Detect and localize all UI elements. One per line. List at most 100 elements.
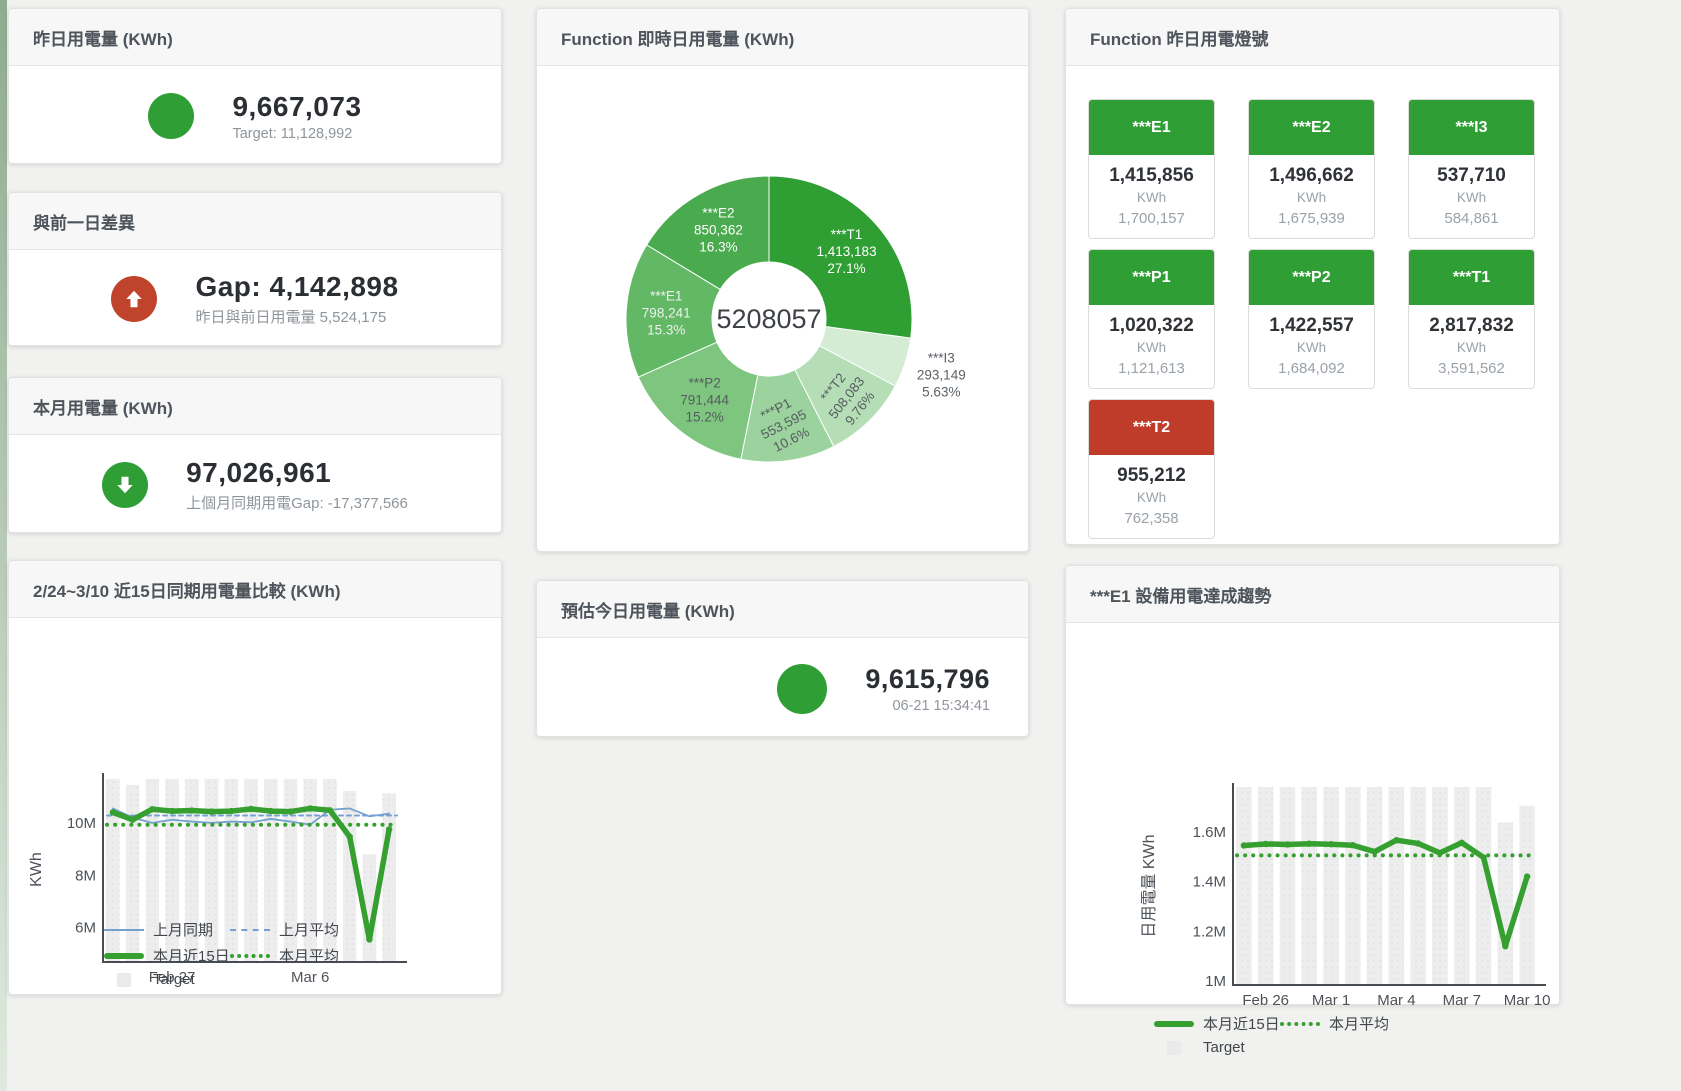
panel-realtime-donut: Function 即時日用電量 (KWh) ***T1 1,413,183 27.1…: [536, 8, 1029, 552]
compare-chart: 6M 8M 10M Feb 27 Mar 6 KWh: [28, 773, 407, 986]
panel-day-gap: 與前一日差異 Gap: 4,142,898 昨日與前日用電量 5,524,175: [8, 192, 502, 346]
status-circle-icon: [148, 93, 195, 139]
donut-slice-label: ***I3 293,149 5.63%: [917, 350, 966, 399]
tile-baseline: 1,684,092: [1278, 360, 1345, 377]
legend-label: 上月平均: [279, 922, 340, 939]
tile-name: ***P1: [1089, 250, 1214, 305]
tile-value: 2,817,832: [1429, 315, 1514, 336]
kpi-subtext: 昨日與前日用電量 5,524,175: [195, 309, 387, 326]
target-bar: [125, 784, 140, 962]
y-axis-title: KWh: [28, 852, 45, 887]
legend-label: Target: [1203, 1039, 1245, 1056]
target-bar: [165, 778, 179, 962]
target-bar: [1432, 787, 1448, 985]
legend-item-target-bar[interactable]: Target: [1154, 1039, 1280, 1056]
panel-title: 2/24~3/10 近15日同期用電量比較 (KWh): [9, 561, 501, 618]
page-edge-right: [0, 0, 7, 1091]
status-tile-i3[interactable]: ***I3 537,710 KWh 584,861: [1408, 99, 1535, 239]
donut-slice-e1[interactable]: [625, 244, 721, 378]
status-tile-e1[interactable]: ***E1 1,415,856 KWh 1,700,157: [1088, 99, 1215, 239]
y-tick-label: 1M: [1205, 973, 1226, 990]
panel-title: Function 即時日用電量 (KWh): [537, 9, 1028, 66]
legend-item-green-dotted[interactable]: 本月平均: [230, 945, 356, 966]
status-tile-t2[interactable]: ***T2 955,212 KWh 762,358: [1088, 399, 1215, 539]
kpi-value: 97,026,961: [186, 457, 332, 488]
tile-value: 955,212: [1117, 465, 1186, 486]
tile-unit: KWh: [1296, 190, 1327, 205]
legend-item-green-dotted[interactable]: 本月平均: [1280, 1013, 1406, 1034]
donut-slice-label: ***P2 791,444 15.2%: [680, 375, 729, 424]
donut-slice-label: ***E2 850,362 16.3%: [694, 205, 743, 254]
x-tick-label: Mar 7: [1443, 992, 1481, 1009]
y-tick-label: 8M: [75, 867, 96, 884]
legend-item-green-thick[interactable]: 本月近15日: [1154, 1013, 1280, 1034]
tile-name: ***E1: [1089, 100, 1214, 155]
tile-value: 1,415,856: [1109, 165, 1194, 186]
legend-swatch: [1167, 1040, 1181, 1055]
up-arrow-icon: [111, 276, 158, 322]
legend-item-blue-solid[interactable]: 上月同期: [104, 919, 230, 940]
panel-yesterday-lights: Function 昨日用電燈號 ***E1 1,415,856 KWh 1,700,1…: [1065, 8, 1560, 545]
tile-name: ***T2: [1089, 400, 1214, 455]
tile-baseline: 3,591,562: [1438, 360, 1505, 377]
panel-title: Function 昨日用電燈號: [1066, 9, 1559, 66]
target-bar: [1454, 787, 1470, 985]
legend-item-target-bar[interactable]: Target: [104, 971, 230, 988]
status-tile-grid: ***E1 1,415,856 KWh 1,700,157 ***E2 1,496,662…: [1066, 66, 1559, 539]
tile-unit: KWh: [1456, 340, 1487, 355]
realtime-usage-donut: ***T1 1,413,183 27.1%***I3 293,149 5.63%***T…: [625, 175, 966, 463]
tile-unit: KWh: [1296, 340, 1327, 355]
kpi-gap: Gap: 4,142,898 昨日與前日用電量 5,524,175: [9, 250, 501, 348]
tile-value: 1,020,322: [1109, 315, 1194, 336]
panel-title: 昨日用電量 (KWh): [9, 9, 501, 66]
x-tick-label: Mar 4: [1377, 992, 1415, 1009]
panel-15day-compare: 2/24~3/10 近15日同期用電量比較 (KWh) 6M 8M 10M Feb 2…: [8, 560, 502, 995]
legend-label: 本月近15日: [1203, 1016, 1280, 1033]
kpi-timestamp: 06-21 15:34:41: [892, 697, 990, 714]
panel-today-forecast: 預估今日用電量 (KWh) 9,615,796 06-21 15:34:41: [536, 580, 1029, 737]
panel-e1-trend: ***E1 設備用電達成趨勢 1M 1.2M 1.4M 1.6M Feb 26 Mar 1…: [1065, 565, 1560, 1056]
target-bar: [204, 778, 219, 962]
kpi-value: Gap: 4,142,898: [195, 271, 399, 302]
target-bar: [1388, 787, 1405, 985]
donut-slice-label: ***E1 798,241 15.3%: [642, 288, 691, 337]
target-bar: [1236, 787, 1252, 985]
tile-value: 1,422,557: [1269, 315, 1354, 336]
target-bar: [1257, 787, 1274, 985]
tile-unit: KWh: [1136, 340, 1167, 355]
donut-slice-p2[interactable]: [637, 341, 759, 460]
tile-unit: KWh: [1136, 490, 1167, 505]
series-blue-solid: [111, 807, 391, 826]
trend-chart-legend: 本月近15日 本月平均 Target: [1154, 1013, 1406, 1061]
tile-value: 537,710: [1437, 165, 1506, 186]
legend-swatch: [104, 928, 144, 931]
status-tile-p1[interactable]: ***P1 1,020,322 KWh 1,121,613: [1088, 249, 1215, 389]
tile-unit: KWh: [1136, 190, 1167, 205]
tile-name: ***P2: [1249, 250, 1374, 305]
legend-item-blue-dashed[interactable]: 上月平均: [230, 919, 356, 940]
x-tick-label: Mar 1: [1312, 992, 1350, 1009]
legend-swatch: [117, 972, 131, 987]
target-bar: [1475, 787, 1492, 985]
tile-name: ***I3: [1409, 100, 1534, 155]
compare-chart-legend: 上月同期 上月平均本月近15日 本月平均 Target: [104, 919, 356, 993]
donut-slice-t1[interactable]: [768, 175, 913, 339]
legend-item-green-thick[interactable]: 本月近15日: [104, 945, 230, 966]
kpi-forecast: 9,615,796 06-21 15:34:41: [537, 638, 1028, 739]
panel-yesterday-usage: 昨日用電量 (KWh) 9,667,073 Target: 11,128,992: [8, 8, 502, 164]
tile-unit: KWh: [1456, 190, 1487, 205]
y-axis-title: 日用電量 KWh: [1141, 834, 1158, 937]
tile-baseline: 762,358: [1124, 510, 1179, 527]
status-tile-e2[interactable]: ***E2 1,496,662 KWh 1,675,939: [1248, 99, 1375, 239]
status-tile-p2[interactable]: ***P2 1,422,557 KWh 1,684,092: [1248, 249, 1375, 389]
tile-baseline: 584,861: [1444, 210, 1499, 227]
panel-title: 本月用電量 (KWh): [9, 378, 501, 435]
target-bar: [1497, 822, 1514, 985]
status-tile-t1[interactable]: ***T1 2,817,832 KWh 3,591,562: [1408, 249, 1535, 389]
tile-value: 1,496,662: [1269, 165, 1354, 186]
donut-slice-e2[interactable]: [646, 175, 770, 291]
legend-swatch: [230, 953, 270, 958]
tile-baseline: 1,121,613: [1118, 360, 1185, 377]
panel-title: 與前一日差異: [9, 193, 501, 250]
x-tick-label: Mar 6: [291, 969, 329, 986]
